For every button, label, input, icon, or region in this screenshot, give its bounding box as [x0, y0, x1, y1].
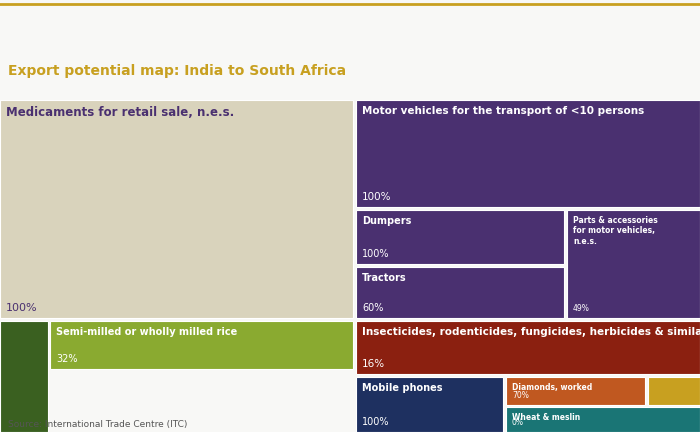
Bar [356, 100, 700, 207]
Text: Medicaments for retail sale, n.e.s.: Medicaments for retail sale, n.e.s. [6, 106, 235, 119]
Bar [567, 210, 700, 318]
Text: Parts & accessories
for motor vehicles,
n.e.s.: Parts & accessories for motor vehicles, … [573, 216, 658, 246]
Text: 70%: 70% [512, 391, 529, 400]
Text: 49%: 49% [573, 304, 590, 313]
Bar [506, 407, 700, 432]
Bar [356, 210, 564, 264]
Text: Motor vehicles for the transport of <10 persons: Motor vehicles for the transport of <10 … [362, 106, 644, 116]
Text: Wheat & meslin: Wheat & meslin [512, 413, 580, 422]
Text: 60%: 60% [362, 303, 384, 313]
Bar [648, 377, 700, 405]
Text: Dumpers: Dumpers [362, 216, 412, 226]
Bar [506, 377, 645, 405]
Bar [0, 321, 48, 432]
Text: Source: International Trade Centre (ITC): Source: International Trade Centre (ITC) [8, 420, 188, 429]
Bar [356, 267, 564, 318]
Bar [356, 377, 503, 432]
Text: Export potential map: India to South Africa: Export potential map: India to South Afr… [8, 64, 346, 78]
Text: 100%: 100% [6, 303, 38, 313]
Text: 16%: 16% [362, 359, 385, 369]
Bar [50, 321, 353, 369]
Text: Mobile phones: Mobile phones [362, 383, 442, 393]
Text: 0%: 0% [512, 418, 524, 427]
Text: 100%: 100% [362, 417, 389, 427]
Bar [356, 321, 700, 374]
Text: Tractors: Tractors [362, 273, 407, 283]
Text: Semi-milled or wholly milled rice: Semi-milled or wholly milled rice [56, 327, 237, 337]
Text: 32%: 32% [56, 354, 78, 364]
Text: 100%: 100% [362, 249, 389, 259]
Text: 100%: 100% [362, 192, 391, 202]
Text: Insecticides, rodenticides, fungicides, herbicides & similar: Insecticides, rodenticides, fungicides, … [362, 327, 700, 337]
Text: Diamonds, worked: Diamonds, worked [512, 383, 592, 392]
Bar [0, 100, 353, 318]
